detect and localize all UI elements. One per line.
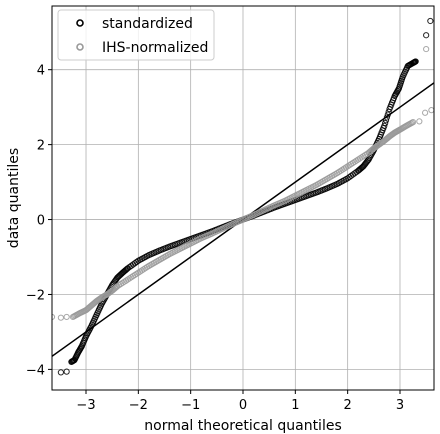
x-tick-label: 1: [291, 398, 299, 413]
legend-marker-standardized: [76, 19, 84, 27]
data-point: [357, 165, 364, 172]
y-tick-label: 4: [37, 64, 45, 79]
legend-box: [57, 9, 215, 61]
data-point: [92, 313, 99, 321]
x-tick-label: 2: [344, 398, 352, 413]
data-point: [408, 119, 416, 126]
data-point: [116, 272, 124, 279]
x-tick-label: 3: [396, 398, 404, 413]
data-point: [351, 170, 358, 177]
axis-ticks: −3 −2 −1 0 1 2 3 −4 −2 0 2 4: [26, 64, 404, 413]
data-point: [185, 241, 193, 248]
data-point: [382, 117, 390, 124]
data-point: [416, 118, 423, 125]
data-point: [311, 182, 318, 190]
data-point: [238, 217, 245, 224]
y-axis-label: data quantiles: [6, 148, 22, 248]
y-tick-label: −2: [26, 288, 45, 303]
data-point: [217, 226, 224, 233]
data-point: [382, 119, 389, 127]
data-point: [164, 244, 172, 251]
data-point: [87, 324, 94, 332]
legend-label-standardized: standardized: [102, 16, 193, 32]
reference-line-layer: [52, 82, 434, 357]
data-point: [63, 368, 70, 375]
legend: standardized IHS-normalized: [57, 9, 215, 61]
data-point: [332, 181, 339, 188]
data-point: [423, 45, 430, 53]
data-point: [300, 188, 308, 195]
legend-label-ihs-normalized: IHS-normalized: [102, 40, 208, 56]
data-point: [131, 260, 138, 267]
data-point: [122, 267, 129, 274]
x-tick-label: −1: [181, 398, 200, 413]
data-point: [196, 236, 203, 243]
data-point: [154, 248, 161, 255]
x-tick-label: 0: [239, 398, 247, 413]
data-point: [164, 251, 172, 259]
x-axis-label: normal theoretical quantiles: [144, 418, 342, 434]
x-tick-label: −3: [76, 398, 95, 413]
data-point: [82, 334, 89, 342]
data-point: [175, 246, 182, 253]
data-point: [398, 75, 406, 83]
data-point: [423, 32, 430, 39]
data-point: [321, 186, 329, 193]
data-point: [57, 369, 64, 376]
data-point: [427, 17, 434, 25]
data-point: [384, 111, 391, 118]
y-tick-label: 2: [37, 139, 45, 154]
data-point: [412, 58, 419, 65]
data-point: [175, 240, 182, 247]
data-point: [57, 314, 64, 321]
data-point: [143, 252, 151, 260]
legend-marker-ihs-normalized: [76, 43, 84, 51]
data-point: [311, 190, 318, 197]
data-point: [269, 203, 276, 210]
series-ihs-normalized: [52, 45, 434, 321]
data-point: [290, 193, 297, 200]
data-point: [227, 221, 234, 228]
x-tick-label: −2: [129, 398, 148, 413]
data-point: [248, 212, 255, 219]
data-points: [52, 17, 434, 376]
data-point: [383, 114, 391, 121]
data-point: [422, 109, 429, 116]
data-point: [85, 304, 92, 312]
y-tick-label: −4: [26, 363, 45, 378]
data-point: [63, 313, 70, 321]
reference-line: [52, 82, 434, 357]
data-point: [111, 285, 118, 292]
data-point: [97, 302, 104, 309]
data-point: [280, 198, 287, 205]
data-point: [206, 231, 213, 238]
y-tick-label: 0: [37, 214, 45, 229]
data-point: [259, 207, 266, 215]
